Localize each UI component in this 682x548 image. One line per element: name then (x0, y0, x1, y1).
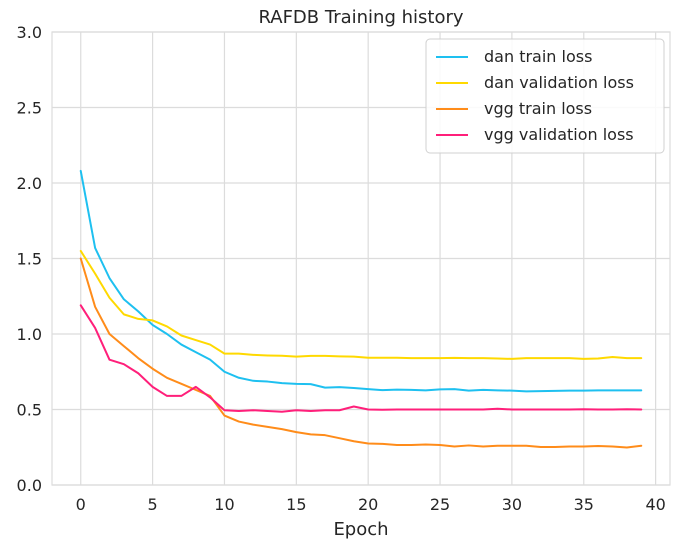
y-tick-label: 2.0 (17, 174, 42, 193)
y-tick-label: 0.5 (17, 401, 42, 420)
series-lines (79, 169, 643, 449)
legend-label: dan validation loss (484, 73, 634, 92)
legend: dan train loss dan validation loss vgg tra… (425, 38, 665, 154)
plot-frame (51, 31, 671, 486)
chart-title: RAFDB Training history (258, 7, 463, 28)
x-tick-label: 10 (214, 495, 234, 514)
series-line-dan-train-loss (79, 169, 643, 393)
x-tick-label: 0 (76, 495, 86, 514)
x-tick-label: 15 (286, 495, 306, 514)
legend-box (425, 38, 665, 154)
x-tick-label: 35 (574, 495, 594, 514)
y-tick-label: 3.0 (17, 23, 42, 42)
legend-label: vgg train loss (484, 99, 592, 118)
series-line-vgg-validation-loss (79, 304, 643, 413)
y-tick-label: 1.5 (17, 250, 42, 269)
y-tick-label: 2.5 (17, 99, 42, 118)
series-line-vgg-train-loss (79, 257, 643, 449)
tick-labels: 0 5 10 15 20 25 30 35 40 0.0 0.5 1.0 1.5 2.0 2.5 3.0 (17, 23, 666, 514)
x-tick-label: 25 (430, 495, 450, 514)
x-tick-label: 30 (502, 495, 522, 514)
series-line-dan-validation-loss (79, 249, 643, 360)
y-tick-label: 1.0 (17, 325, 42, 344)
x-tick-label: 40 (645, 495, 665, 514)
x-axis-title: Epoch (333, 519, 388, 540)
legend-label: vgg validation loss (484, 125, 634, 144)
x-tick-label: 5 (148, 495, 158, 514)
y-tick-label: 0.0 (17, 476, 42, 495)
legend-label: dan train loss (484, 47, 592, 66)
x-tick-label: 20 (358, 495, 378, 514)
